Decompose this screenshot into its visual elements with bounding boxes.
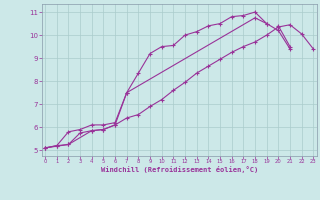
- X-axis label: Windchill (Refroidissement éolien,°C): Windchill (Refroidissement éolien,°C): [100, 166, 258, 173]
